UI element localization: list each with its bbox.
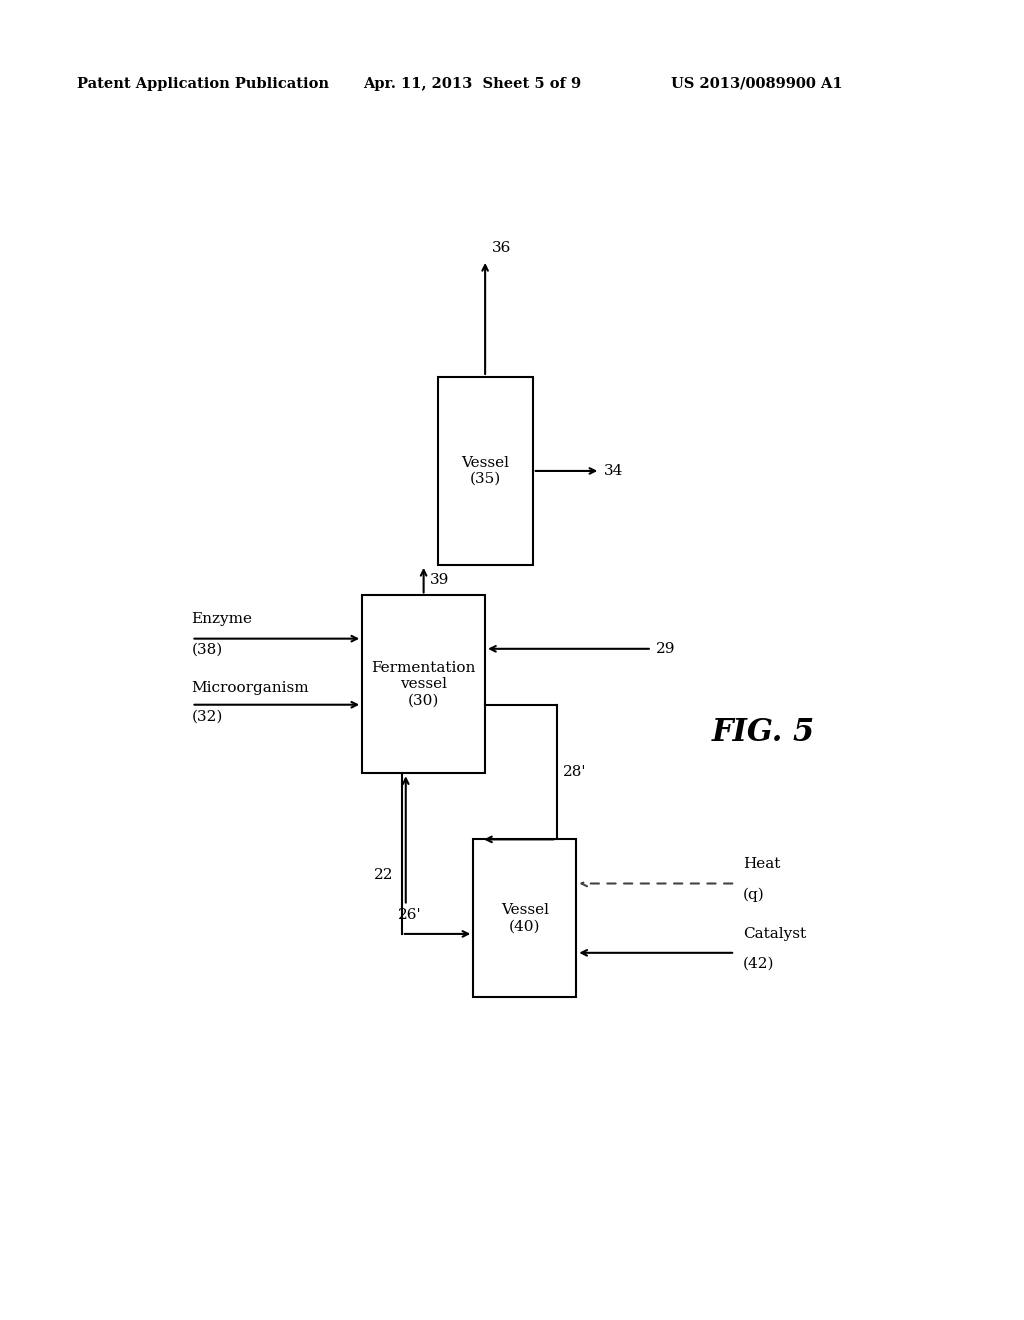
Text: 26': 26' <box>397 908 422 921</box>
Text: 39: 39 <box>430 573 450 587</box>
Text: 36: 36 <box>492 242 511 255</box>
Text: 34: 34 <box>604 463 624 478</box>
Text: Vessel
(40): Vessel (40) <box>501 903 549 933</box>
Text: US 2013/0089900 A1: US 2013/0089900 A1 <box>671 77 843 91</box>
Bar <box>362 595 485 774</box>
Text: 29: 29 <box>655 642 675 656</box>
Bar <box>473 840 577 997</box>
Text: Patent Application Publication: Patent Application Publication <box>77 77 329 91</box>
Text: Heat: Heat <box>743 857 780 871</box>
Text: (32): (32) <box>191 710 223 723</box>
Text: Microorganism: Microorganism <box>191 681 309 694</box>
Text: FIG. 5: FIG. 5 <box>712 717 815 748</box>
Text: 28': 28' <box>563 766 587 779</box>
Text: Fermentation
vessel
(30): Fermentation vessel (30) <box>372 661 476 708</box>
Text: (42): (42) <box>743 957 774 972</box>
Text: Enzyme: Enzyme <box>191 612 253 627</box>
Text: Catalyst: Catalyst <box>743 927 806 941</box>
Text: (q): (q) <box>743 887 765 902</box>
Bar <box>437 378 532 565</box>
Text: (38): (38) <box>191 643 223 657</box>
Text: Vessel
(35): Vessel (35) <box>461 455 509 486</box>
Text: 22: 22 <box>375 869 394 882</box>
Text: Apr. 11, 2013  Sheet 5 of 9: Apr. 11, 2013 Sheet 5 of 9 <box>364 77 582 91</box>
